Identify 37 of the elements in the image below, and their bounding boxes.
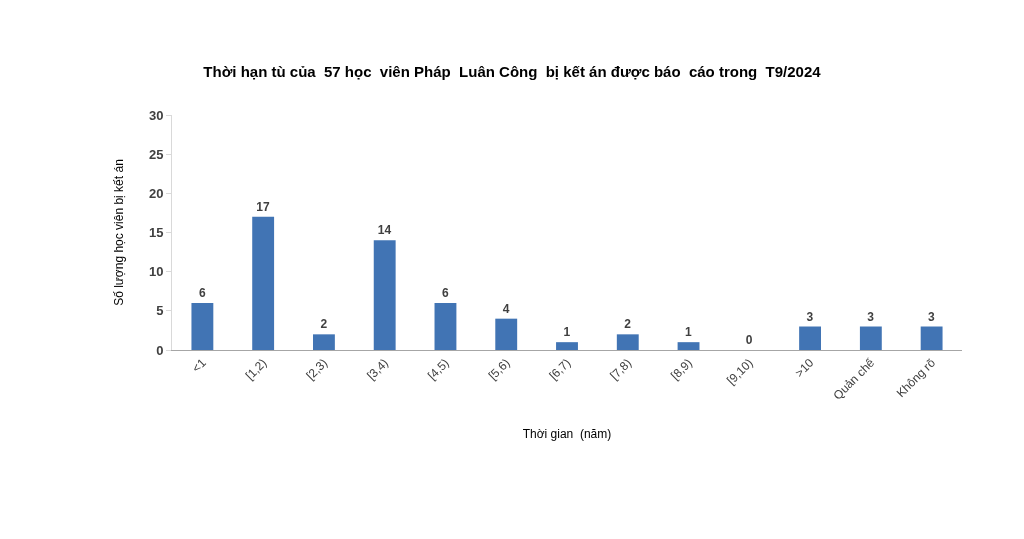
bar	[495, 318, 518, 350]
data-label: 3	[806, 309, 814, 324]
x-tick-label: >10	[792, 355, 817, 381]
data-label: 4	[502, 301, 510, 316]
data-label: 2	[320, 317, 328, 332]
data-label: 3	[928, 309, 936, 324]
bar	[677, 342, 700, 350]
bar	[191, 303, 214, 350]
data-label: 6	[441, 286, 449, 300]
bar	[312, 334, 335, 350]
data-label: 0	[745, 333, 753, 347]
y-tick-label: 5	[156, 303, 164, 319]
y-tick-label: 20	[148, 185, 164, 201]
y-tick-label: 0	[156, 342, 164, 358]
x-tick-label: <1	[189, 355, 209, 376]
bar	[373, 240, 396, 350]
y-tick-label: 30	[148, 107, 164, 123]
data-label: 1	[685, 325, 693, 340]
y-tick-label: 10	[148, 264, 164, 280]
data-label: 14	[377, 223, 392, 238]
bar	[252, 216, 275, 350]
data-label: 2	[624, 317, 632, 332]
bar	[434, 303, 457, 350]
data-label: 6	[198, 286, 206, 300]
y-axis-title: Số lượng học viên bị kết án	[112, 159, 127, 306]
data-label: 1	[563, 325, 571, 340]
bar	[920, 326, 943, 350]
chart-title: Thời hạn tù của 57 học viên Pháp Luân Công bị kết án được báo cáo trong T9/2024	[203, 63, 822, 81]
y-tick-label: 25	[148, 146, 164, 162]
bar	[616, 334, 639, 350]
data-label: 17	[256, 199, 270, 214]
bar	[859, 326, 882, 350]
bar	[556, 342, 578, 350]
bar	[799, 326, 822, 350]
y-tick-label: 15	[148, 225, 164, 241]
data-label: 3	[867, 309, 875, 324]
x-axis-title: Thời gian (năm)	[522, 427, 612, 442]
